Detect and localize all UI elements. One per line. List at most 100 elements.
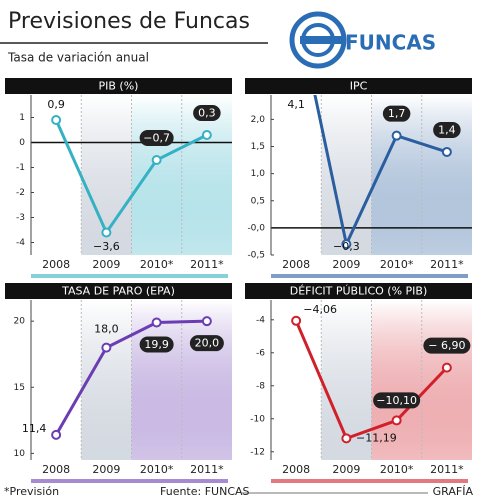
data-point: [101, 227, 112, 238]
x-tick-label: 2010*: [140, 258, 174, 271]
footer-source: Fuente: FUNCAS: [160, 485, 250, 498]
data-point: [441, 146, 452, 157]
x-tick-label: 2008: [282, 463, 310, 476]
x-tick-label: 2010*: [380, 258, 414, 271]
logo-bar: [300, 36, 346, 44]
x-tick-label: 2011*: [190, 463, 224, 476]
x-tick-label: 2009: [92, 258, 120, 271]
data-line: [294, 320, 448, 441]
panel: DÉFICIT PÚBLICO (% PIB) -4 -6 -8 -10 -12 2008 2…: [245, 283, 472, 483]
y-tick-label: -0,0: [247, 223, 265, 233]
data-line: [313, 95, 448, 249]
data-point: [201, 130, 212, 140]
label-bubble: [189, 335, 224, 352]
label-bubble: [373, 392, 421, 409]
data-label: 18,0: [94, 323, 119, 336]
data-point: [292, 2, 300, 10]
y-tick-label: 1,5: [251, 142, 265, 152]
page-title: Previsiones de Funcas: [8, 9, 250, 34]
label-bubble: [433, 121, 461, 138]
data-label: 1,7: [388, 107, 406, 120]
data-point: [441, 362, 452, 373]
y-tick-label: -8: [256, 381, 265, 391]
data-point: [391, 415, 402, 426]
x-tick-label: 2009: [332, 258, 360, 271]
x-tick-label: 2011*: [190, 258, 224, 271]
color-bar: [271, 274, 468, 278]
data-label: 0,3: [198, 107, 216, 120]
data-label: −3,6: [93, 240, 120, 253]
y-tick-label: 10: [14, 449, 26, 459]
x-tick-label: 2008: [282, 258, 310, 271]
panel: TASA DE PARO (EPA) 20 15 10 2008 2009 2010* 201…: [5, 283, 232, 483]
data-label: 1,4: [438, 123, 456, 136]
color-bar: [271, 479, 468, 483]
x-tick-label: 2011*: [430, 258, 464, 271]
data-point: [51, 429, 62, 440]
label-bubble: [139, 130, 174, 146]
y-tick-label: 15: [14, 383, 25, 393]
panel-header: [245, 283, 472, 299]
data-point: [341, 433, 352, 444]
label-bubble: [382, 105, 411, 122]
y-tick-label: -4: [16, 238, 25, 248]
y-tick-label: -6: [256, 348, 265, 358]
label-bubble: [139, 336, 174, 353]
data-label: −11,19: [356, 431, 397, 444]
data-line: [54, 119, 208, 236]
x-tick-label: 2010*: [140, 463, 174, 476]
data-label: −4,06: [303, 303, 337, 316]
data-point: [151, 155, 162, 165]
x-tick-label: 2008: [42, 463, 70, 476]
footer-note: *Previsión: [4, 485, 59, 498]
y-tick-label: -2: [16, 188, 25, 198]
y-tick-label: -0,5: [247, 251, 265, 261]
data-label: −0,3: [333, 240, 360, 253]
data-label: − 6,90: [428, 339, 465, 352]
panel-header: [5, 78, 232, 94]
column-shade: [321, 95, 372, 255]
x-tick-label: 2009: [332, 463, 360, 476]
y-tick-label: 0,5: [251, 196, 265, 206]
data-point: [201, 316, 212, 327]
data-label: −0,7: [143, 132, 170, 145]
data-label: 0,9: [47, 98, 65, 111]
y-tick-label: 1,0: [251, 169, 266, 179]
data-point: [291, 315, 302, 326]
data-label: 19,9: [144, 338, 169, 351]
label-bubble: [193, 105, 221, 121]
data-label: −10,10: [376, 394, 417, 407]
data-point: [341, 239, 352, 250]
logo: FUNCAS: [289, 11, 436, 69]
color-bar: [31, 274, 228, 278]
data-point: [391, 130, 402, 141]
y-tick-label: -4: [256, 315, 265, 325]
data-point: [101, 342, 112, 353]
panel-title: TASA DE PARO (EPA): [61, 285, 175, 298]
y-tick-label: 0: [19, 138, 25, 148]
panel: PIB (%) 1 0 -1 -2 -3 -4 2008 2009 2010* 2011* 0,9 −3…: [5, 78, 232, 278]
data-label: 4,1: [287, 98, 305, 111]
data-label: 11,4: [22, 422, 47, 435]
y-tick-label: -3: [16, 213, 25, 223]
data-label: 20,0: [195, 337, 220, 350]
data-line: [54, 319, 207, 436]
column-shade: [81, 300, 132, 460]
x-tick-label: 2010*: [380, 463, 414, 476]
x-tick-label: 2008: [42, 258, 70, 271]
panel: IPC 2,0 1,5 1,0 0,5 -0,0 -0,5 2008 2009 2010* 2011…: [245, 2, 472, 278]
y-tick-label: -12: [250, 447, 265, 457]
y-tick-label: 20: [14, 317, 26, 327]
color-bar: [31, 479, 228, 483]
data-point: [151, 317, 162, 328]
data-point: [51, 115, 62, 125]
panel-title: DÉFICIT PÚBLICO (% PIB): [290, 285, 428, 298]
y-tick-label: -10: [250, 414, 265, 424]
panel-title: IPC: [350, 80, 368, 93]
logo-text: FUNCAS: [345, 31, 436, 55]
label-bubble: [423, 337, 471, 354]
page-subtitle: Tasa de variación anual: [7, 51, 149, 65]
panel-title: PIB (%): [99, 80, 139, 93]
y-tick-label: 1: [19, 113, 25, 123]
